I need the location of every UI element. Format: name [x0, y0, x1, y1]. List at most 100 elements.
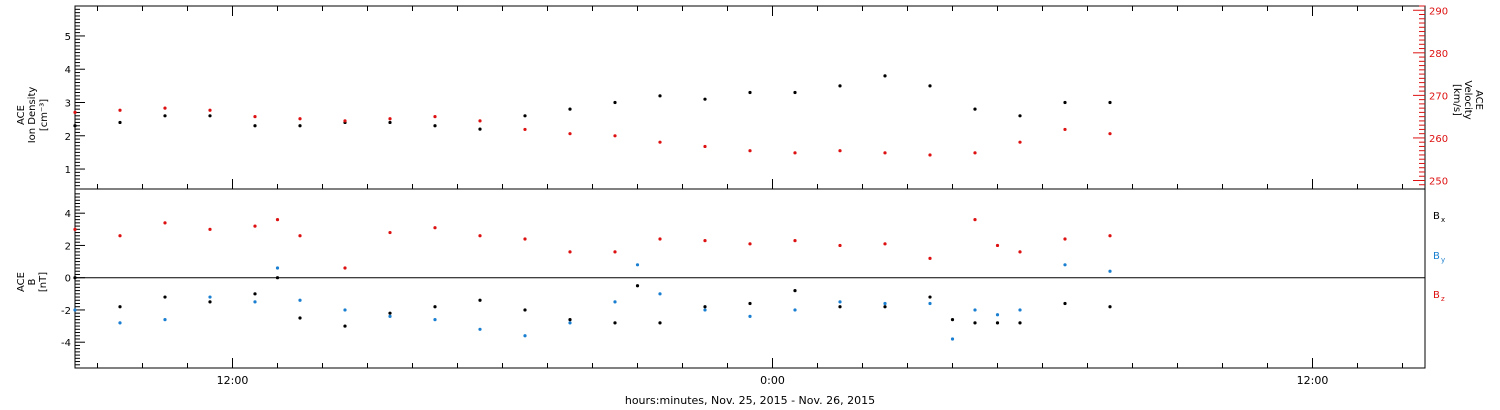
bz-point [928, 256, 932, 260]
by-point [658, 292, 662, 296]
velocity-point [748, 149, 752, 153]
velocity-tick-label: 270 [1429, 91, 1448, 102]
bz-point [1063, 237, 1067, 241]
density-point [298, 124, 302, 128]
bz-point [1108, 234, 1112, 238]
bz-point [275, 218, 280, 222]
by-point [343, 308, 347, 312]
density-axis-label-line1: ACE [16, 105, 27, 125]
velocity-tick-label: 260 [1429, 134, 1448, 145]
bx-point [793, 288, 797, 293]
density-point [478, 127, 482, 131]
bx-point [343, 324, 347, 328]
velocity-point [253, 115, 257, 119]
by-point [883, 301, 887, 306]
bx-point [1063, 301, 1067, 306]
bx-point [478, 298, 482, 302]
velocity-point [433, 115, 437, 119]
b-tick-label: -2 [61, 306, 71, 317]
bz-point [973, 218, 977, 222]
bz-point [883, 242, 887, 246]
bz-point [995, 243, 1000, 248]
bx-point [523, 308, 527, 312]
legend-by-sub: y [1441, 256, 1445, 264]
density-point [208, 114, 212, 118]
bx-point [635, 284, 640, 288]
by-point [523, 334, 527, 338]
bx-point [883, 305, 887, 309]
density-point [73, 124, 77, 128]
density-point [388, 120, 392, 125]
velocity-point [343, 119, 347, 123]
velocity-point [523, 127, 527, 132]
by-point [703, 308, 707, 312]
by-point [433, 318, 437, 322]
b-tick-label: 4 [65, 209, 71, 220]
velocity-axis: 250 260 270 280 290 [1413, 5, 1448, 187]
density-axis-label: ACE Ion Density [cm⁻³] [16, 87, 50, 144]
time-axis: 12:00 0:00 12:00 [97, 6, 1403, 387]
by-point [995, 313, 1000, 317]
bz-point [163, 221, 167, 225]
legend-bz: B [1433, 290, 1440, 301]
density-tick-label: 2 [65, 132, 71, 143]
bx-point [950, 318, 955, 322]
by-point [568, 321, 572, 325]
bx-point [388, 311, 392, 315]
velocity-point [1108, 132, 1112, 136]
velocity-point [478, 119, 482, 123]
bottom-panel-series [73, 218, 1112, 341]
by-point [73, 308, 77, 312]
velocity-point [703, 144, 707, 149]
bx-point [703, 305, 707, 309]
velocity-axis-label-line3: [km/s] [1451, 84, 1462, 116]
velocity-point [388, 117, 392, 121]
bz-point [703, 239, 707, 243]
density-tick-label: 5 [65, 32, 71, 43]
bz-point [568, 250, 572, 254]
top-panel-frame [74, 5, 1426, 190]
velocity-tick-label: 280 [1429, 49, 1448, 60]
by-point [793, 308, 797, 312]
bz-point [343, 266, 347, 270]
density-point [1018, 114, 1022, 118]
by-point [613, 300, 617, 304]
velocity-axis-label-line1: ACE [1473, 90, 1484, 110]
top-panel-series [73, 74, 1112, 157]
density-point [703, 97, 707, 101]
by-point [275, 266, 280, 270]
bz-point [613, 250, 617, 254]
bx-point [658, 321, 662, 325]
density-tick-label: 4 [65, 65, 71, 76]
b-tick-label: 2 [65, 241, 71, 252]
bx-point [928, 295, 932, 299]
density-point [883, 74, 887, 78]
bz-point [73, 227, 77, 231]
by-point [635, 263, 640, 267]
density-point [838, 84, 842, 88]
b-tick-label: -4 [61, 338, 71, 349]
bz-point [523, 237, 527, 241]
by-point [1063, 263, 1067, 267]
legend-bx-sub: x [1441, 216, 1445, 224]
bz-point [478, 234, 482, 238]
velocity-point [613, 134, 617, 138]
bz-point [208, 227, 212, 231]
bz-point [298, 234, 302, 238]
b-axis-label-line3: [nT] [38, 272, 49, 292]
by-point [253, 300, 257, 304]
density-tick-label: 3 [65, 98, 71, 109]
bz-point [1018, 250, 1022, 254]
x-axis-title: hours:minutes, Nov. 25, 2015 - Nov. 26, … [625, 394, 875, 407]
density-point [118, 120, 122, 125]
bz-point [748, 242, 752, 246]
bx-point [253, 292, 257, 296]
time-tick-label: 0:00 [760, 374, 785, 387]
velocity-point [298, 117, 302, 121]
bx-point [838, 305, 842, 309]
density-point [1063, 100, 1067, 105]
density-point [568, 107, 572, 111]
bx-point [118, 305, 122, 309]
bz-point [253, 224, 257, 228]
